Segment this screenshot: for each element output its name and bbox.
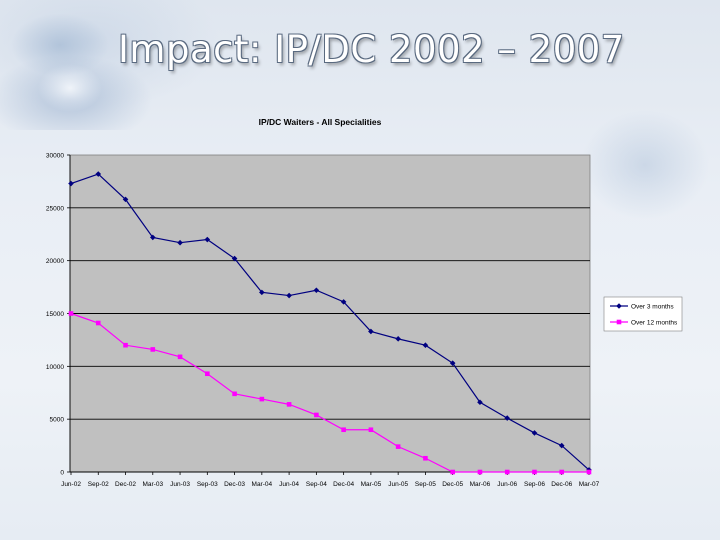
data-point <box>450 469 455 475</box>
x-tick-label: Mar-03 <box>142 481 163 488</box>
series-line <box>70 173 590 471</box>
x-tick-label: Jun-04 <box>279 481 299 488</box>
slide-title: Impact: IP/DC 2002 – 2007 <box>118 28 625 71</box>
x-tick-label: Sep-04 <box>306 481 327 488</box>
x-tick-label: Jun-06 <box>497 481 517 488</box>
data-point <box>395 336 401 342</box>
data-point <box>586 469 592 475</box>
data-point <box>422 342 429 348</box>
x-tick-label: Sep-06 <box>524 481 545 488</box>
legend-box <box>603 296 683 332</box>
x-tick-label: Dec-04 <box>333 481 354 488</box>
x-tick-label: Dec-02 <box>115 481 136 488</box>
x-tick-label: Mar-07 <box>579 481 600 488</box>
series-line <box>70 312 589 473</box>
y-tick-label: 15000 <box>46 311 64 318</box>
data-point <box>68 180 74 187</box>
x-tick-label: Sep-02 <box>88 481 109 488</box>
x-tick-label: Dec-06 <box>551 481 572 488</box>
y-tick-label: 25000 <box>46 205 64 212</box>
data-point <box>504 469 510 475</box>
x-tick-label: Jun-03 <box>170 481 190 488</box>
background-photo <box>0 0 230 130</box>
data-point <box>204 236 211 243</box>
data-point <box>286 402 292 407</box>
data-point <box>477 469 483 475</box>
legend-label: Over 12 months <box>631 320 678 327</box>
data-point <box>150 347 156 352</box>
data-point <box>340 299 347 305</box>
data-point <box>259 396 265 402</box>
y-tick-label: 30000 <box>46 153 64 160</box>
data-point <box>449 360 456 366</box>
data-point <box>423 455 428 461</box>
y-tick-label: 20000 <box>46 258 64 265</box>
y-tick-label: 10000 <box>46 364 64 371</box>
x-tick-label: Mar-05 <box>361 481 382 488</box>
legend: Over 3 months Over 12 months <box>603 296 683 332</box>
data-point <box>368 427 374 433</box>
data-point <box>149 234 156 241</box>
data-point <box>232 391 237 397</box>
x-tick-label: Mar-04 <box>252 481 273 488</box>
data-point <box>123 342 128 348</box>
data-point <box>177 239 183 246</box>
data-point <box>531 430 538 436</box>
data-point <box>395 444 401 449</box>
data-point <box>286 292 292 299</box>
background-decoration <box>580 110 710 220</box>
x-tick-label: Jun-02 <box>61 481 81 488</box>
data-point <box>95 171 102 177</box>
legend-marker <box>616 319 622 325</box>
chart-title: IP/DC Waiters - All Specialities <box>259 117 382 127</box>
x-tick-label: Sep-05 <box>415 481 436 488</box>
y-tick-label: 0 <box>60 470 64 477</box>
data-point <box>259 289 265 296</box>
legend-label: Over 3 months <box>631 304 674 311</box>
x-tick-label: Mar-06 <box>470 481 491 488</box>
y-tick-label: 5000 <box>50 417 65 424</box>
data-point <box>477 399 483 406</box>
data-point <box>559 469 565 475</box>
data-point <box>313 287 320 294</box>
data-point <box>532 469 537 475</box>
x-tick-label: Dec-05 <box>442 481 463 488</box>
data-point <box>314 412 319 418</box>
data-point <box>368 328 374 335</box>
legend-marker <box>616 303 622 309</box>
data-point <box>558 442 565 449</box>
x-tick-label: Dec-03 <box>224 481 245 488</box>
x-tick-label: Sep-03 <box>197 481 218 488</box>
data-point <box>122 196 129 203</box>
data-point <box>177 354 183 360</box>
data-point <box>341 427 346 433</box>
data-point <box>205 371 210 377</box>
data-point <box>504 415 511 421</box>
data-point <box>95 320 101 326</box>
data-point <box>68 311 74 316</box>
data-point <box>231 255 238 262</box>
x-tick-label: Jun-05 <box>388 481 408 488</box>
